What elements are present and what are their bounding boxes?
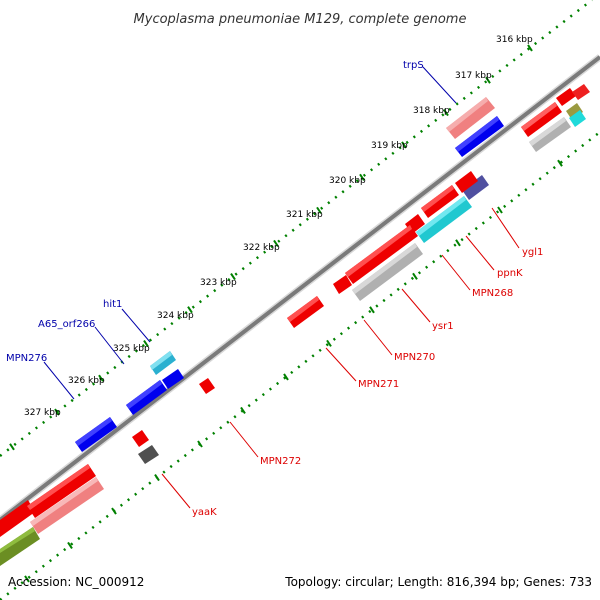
reverse-gene-labels: ygl1 ppnK MPN268 ysr1 MPN270 MPN271 MPN2… (161, 207, 543, 518)
genome-backbone (0, 54, 600, 523)
map-title: Mycoplasma pneumoniae M129, complete gen… (134, 12, 467, 27)
hit1-feature (150, 351, 176, 375)
major-tick (9, 443, 15, 451)
label-trpS: trpS (403, 60, 424, 71)
label-MPN268: MPN268 (472, 288, 513, 299)
MPN271-feature (333, 275, 352, 294)
major-tick (54, 408, 60, 416)
reverse-strand-features (0, 84, 590, 566)
major-tick (197, 440, 203, 448)
tick-label-323: 323 kbp (200, 278, 237, 288)
major-tick (369, 306, 375, 314)
major-tick (230, 273, 236, 281)
label-ysr1: ysr1 (432, 321, 454, 332)
major-tick (187, 306, 193, 314)
major-tick (443, 109, 449, 117)
label-hit1: hit1 (103, 299, 122, 310)
MPN276-feature (75, 417, 117, 452)
tick-label-320: 320 kbp (329, 176, 366, 186)
ygl1-feature (462, 175, 489, 200)
major-tick (283, 373, 289, 381)
MPN268-feature (421, 185, 459, 218)
tick-label-325: 325 kbp (113, 344, 150, 354)
major-tick (98, 374, 104, 382)
major-tick (24, 575, 30, 583)
major-tick (316, 206, 322, 214)
accession-text: Accession: NC_000912 (8, 575, 144, 589)
major-tick (359, 173, 365, 181)
major-tick (527, 44, 533, 52)
major-tick (67, 541, 73, 549)
major-ticks (9, 44, 563, 583)
A65-orf266-feature (126, 369, 184, 415)
tick-label-317: 317 kbp (455, 71, 492, 81)
major-tick (273, 239, 279, 248)
top-right-feature-cluster (521, 84, 590, 152)
major-tick (557, 159, 563, 167)
major-tick (401, 141, 407, 149)
MPN272-feature (199, 378, 215, 394)
tick-label-318: 318 kbp (413, 106, 450, 116)
forward-strand-features (75, 97, 504, 452)
trpS-feature (446, 97, 495, 139)
tick-label-324: 324 kbp (157, 311, 194, 321)
label-yaaK: yaaK (192, 507, 217, 518)
label-MPN276: MPN276 (6, 353, 47, 364)
yaaK-feature (132, 430, 159, 464)
inner-tick-ring (0, 131, 600, 600)
label-A65-orf266: A65_orf266 (38, 319, 95, 330)
tick-label-316: 316 kbp (496, 35, 533, 45)
MPN270b-feature (287, 296, 324, 328)
label-MPN270: MPN270 (394, 352, 435, 363)
label-MPN272: MPN272 (260, 456, 301, 467)
ppnK-feature (416, 171, 478, 243)
MPN270-feature (345, 225, 418, 284)
tick-label-321: 321 kbp (286, 210, 323, 220)
bottom-left-feature-cluster (0, 464, 104, 566)
major-tick (154, 473, 160, 482)
major-tick (111, 507, 117, 515)
tick-label-326: 326 kbp (68, 376, 105, 386)
major-tick (326, 339, 332, 347)
label-ygl1: ygl1 (522, 247, 543, 258)
tick-label-322: 322 kbp (243, 243, 280, 253)
major-tick (455, 239, 461, 247)
tick-label-327: 327 kbp (24, 408, 61, 418)
major-tick (497, 206, 503, 214)
major-tick (412, 272, 418, 280)
summary-text: Topology: circular; Length: 816,394 bp; … (284, 575, 592, 589)
forward-gene-labels: trpS hit1 A65_orf266 MPN276 (6, 60, 457, 400)
label-MPN271: MPN271 (358, 379, 399, 390)
tick-labels: 316 kbp 317 kbp 318 kbp 319 kbp 320 kbp … (24, 35, 533, 418)
label-ppnK: ppnK (497, 268, 523, 279)
major-tick (240, 406, 246, 415)
major-tick (485, 76, 491, 84)
tick-label-319: 319 kbp (371, 141, 408, 151)
trpS-blue-feature (455, 116, 504, 157)
outer-tick-ring (0, 0, 593, 457)
major-tick (143, 340, 149, 348)
